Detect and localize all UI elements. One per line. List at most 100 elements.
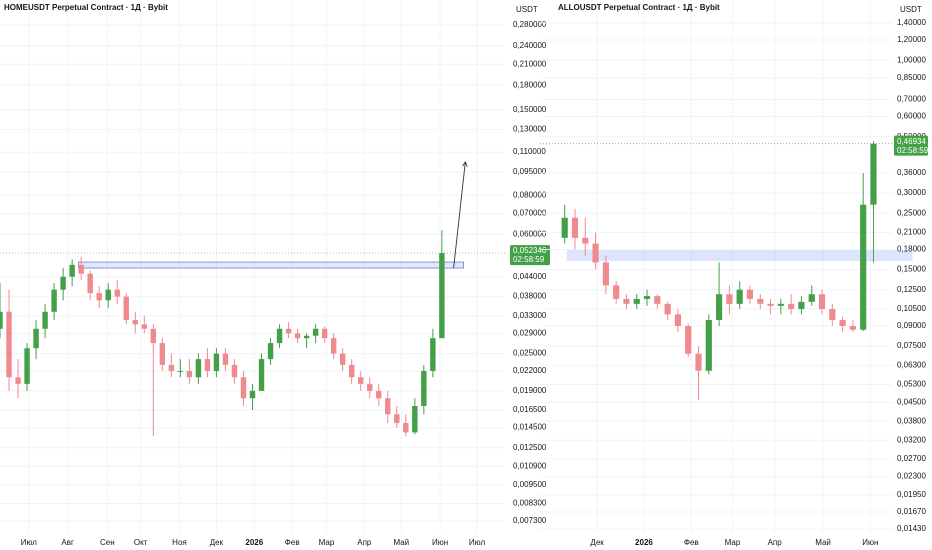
candle-body bbox=[654, 296, 661, 304]
x-tick-label: Июн bbox=[432, 538, 448, 547]
price-label: 0,46934 bbox=[897, 137, 926, 146]
x-tick-label: Июл bbox=[469, 538, 486, 547]
y-tick-label: 0,029000 bbox=[513, 328, 547, 337]
candle-body bbox=[860, 204, 867, 330]
candle-body bbox=[818, 294, 826, 309]
x-tick-label: Апр bbox=[357, 538, 372, 547]
candle-body bbox=[439, 253, 445, 339]
candle-body bbox=[15, 377, 21, 384]
candle-body bbox=[412, 405, 418, 433]
chart-panel: 0,280000 0,240000 0,210000 0,180000 0,150000… bbox=[0, 0, 550, 547]
candle-body bbox=[394, 414, 400, 424]
candle-body bbox=[267, 343, 274, 360]
x-tick-label: Фев bbox=[684, 538, 699, 547]
candle-body bbox=[60, 276, 66, 290]
y-tick-label: 0,12500 bbox=[897, 285, 926, 294]
candle-body bbox=[222, 353, 229, 365]
candle-body bbox=[303, 335, 310, 339]
candle-body bbox=[376, 390, 382, 399]
y-tick-label: 0,038000 bbox=[513, 292, 547, 301]
candle-body bbox=[767, 303, 774, 306]
candle-body bbox=[808, 294, 815, 302]
candle-body bbox=[312, 328, 319, 336]
candle-body bbox=[42, 311, 48, 329]
y-tick-label: 0,30000 bbox=[897, 188, 926, 197]
candle-body bbox=[633, 298, 640, 304]
x-tick-label: 2026 bbox=[245, 538, 263, 547]
candle-body bbox=[788, 303, 795, 309]
y-tick-label: 0,06300 bbox=[897, 360, 926, 369]
y-tick-label: 0,60000 bbox=[897, 112, 926, 121]
candle-body bbox=[705, 320, 712, 371]
arrow-head bbox=[462, 161, 468, 167]
candle-body bbox=[186, 370, 193, 378]
x-tick-label: Мар bbox=[319, 538, 335, 547]
y-tick-label: 0,025000 bbox=[513, 349, 547, 358]
y-tick-label: 0,210000 bbox=[513, 59, 547, 68]
y-tick-label: 0,007300 bbox=[513, 516, 547, 525]
candle-body bbox=[777, 303, 784, 306]
y-tick-label: 0,05300 bbox=[897, 380, 926, 389]
y-tick-label: 0,033000 bbox=[513, 311, 547, 320]
y-tick-label: 0,10500 bbox=[897, 304, 926, 313]
y-tick-label: 0,110000 bbox=[513, 147, 546, 156]
chart-title: HOMEUSDT Perpetual Contract · 1Д · Bybit bbox=[4, 3, 168, 12]
y-tick-label: 0,130000 bbox=[513, 125, 547, 134]
price-label-box bbox=[510, 245, 550, 266]
y-tick-label: 0,36000 bbox=[897, 168, 926, 177]
candle-body bbox=[276, 328, 283, 344]
y-tick-label: 0,080000 bbox=[513, 191, 547, 200]
candle-body bbox=[643, 296, 651, 299]
candle-body bbox=[141, 324, 147, 329]
countdown: 02:58:59 bbox=[897, 146, 929, 155]
x-tick-label: 2026 bbox=[635, 538, 653, 547]
candle-body bbox=[849, 325, 856, 330]
candle-body bbox=[51, 289, 57, 312]
candle-body bbox=[177, 370, 184, 372]
candle-body bbox=[78, 264, 84, 274]
x-tick-label: Авг bbox=[61, 538, 74, 547]
x-tick-label: Фев bbox=[285, 538, 300, 547]
price-label-box bbox=[894, 135, 928, 156]
y-tick-label: 0,180000 bbox=[513, 80, 547, 89]
candle-body bbox=[582, 237, 589, 244]
candle-body bbox=[592, 243, 599, 263]
candle-body bbox=[240, 377, 247, 399]
price-zone bbox=[566, 250, 913, 262]
y-tick-label: 0,016500 bbox=[513, 405, 547, 414]
y-tick-label: 0,070000 bbox=[513, 209, 547, 218]
x-tick-label: Дек bbox=[210, 538, 224, 547]
candle-body bbox=[258, 359, 265, 391]
x-tick-label: Сен bbox=[100, 538, 115, 547]
candle-body bbox=[348, 364, 355, 378]
candle-body bbox=[798, 301, 805, 309]
y-tick-label: 0,03200 bbox=[897, 435, 926, 444]
countdown: 02:58:59 bbox=[513, 255, 545, 264]
y-axis-unit: USDT bbox=[900, 5, 922, 14]
y-tick-label: 0,095000 bbox=[513, 167, 547, 176]
candle-body bbox=[367, 383, 373, 391]
trend-arrow bbox=[453, 161, 466, 269]
y-tick-label: 0,02700 bbox=[897, 454, 926, 463]
candle-body bbox=[829, 308, 836, 321]
y-tick-label: 0,044000 bbox=[513, 272, 547, 281]
y-tick-label: 0,01430 bbox=[897, 524, 926, 533]
y-tick-label: 0,21000 bbox=[897, 228, 926, 237]
y-tick-label: 0,25000 bbox=[897, 208, 926, 217]
candle-body bbox=[159, 343, 166, 365]
candle-body bbox=[114, 289, 120, 297]
candle-body bbox=[231, 364, 238, 378]
y-tick-label: 0,15000 bbox=[897, 265, 926, 274]
candle-body bbox=[421, 370, 427, 406]
candle-body bbox=[69, 264, 75, 277]
y-tick-label: 0,09000 bbox=[897, 321, 926, 330]
candle-body bbox=[746, 289, 754, 299]
y-tick-label: 0,009500 bbox=[513, 480, 547, 489]
y-tick-label: 0,014500 bbox=[513, 423, 547, 432]
candle-body bbox=[150, 328, 157, 344]
y-tick-label: 0,03800 bbox=[897, 416, 926, 425]
y-tick-label: 0,02300 bbox=[897, 472, 926, 481]
candle-body bbox=[870, 143, 877, 205]
y-tick-label: 1,20000 bbox=[897, 35, 926, 44]
